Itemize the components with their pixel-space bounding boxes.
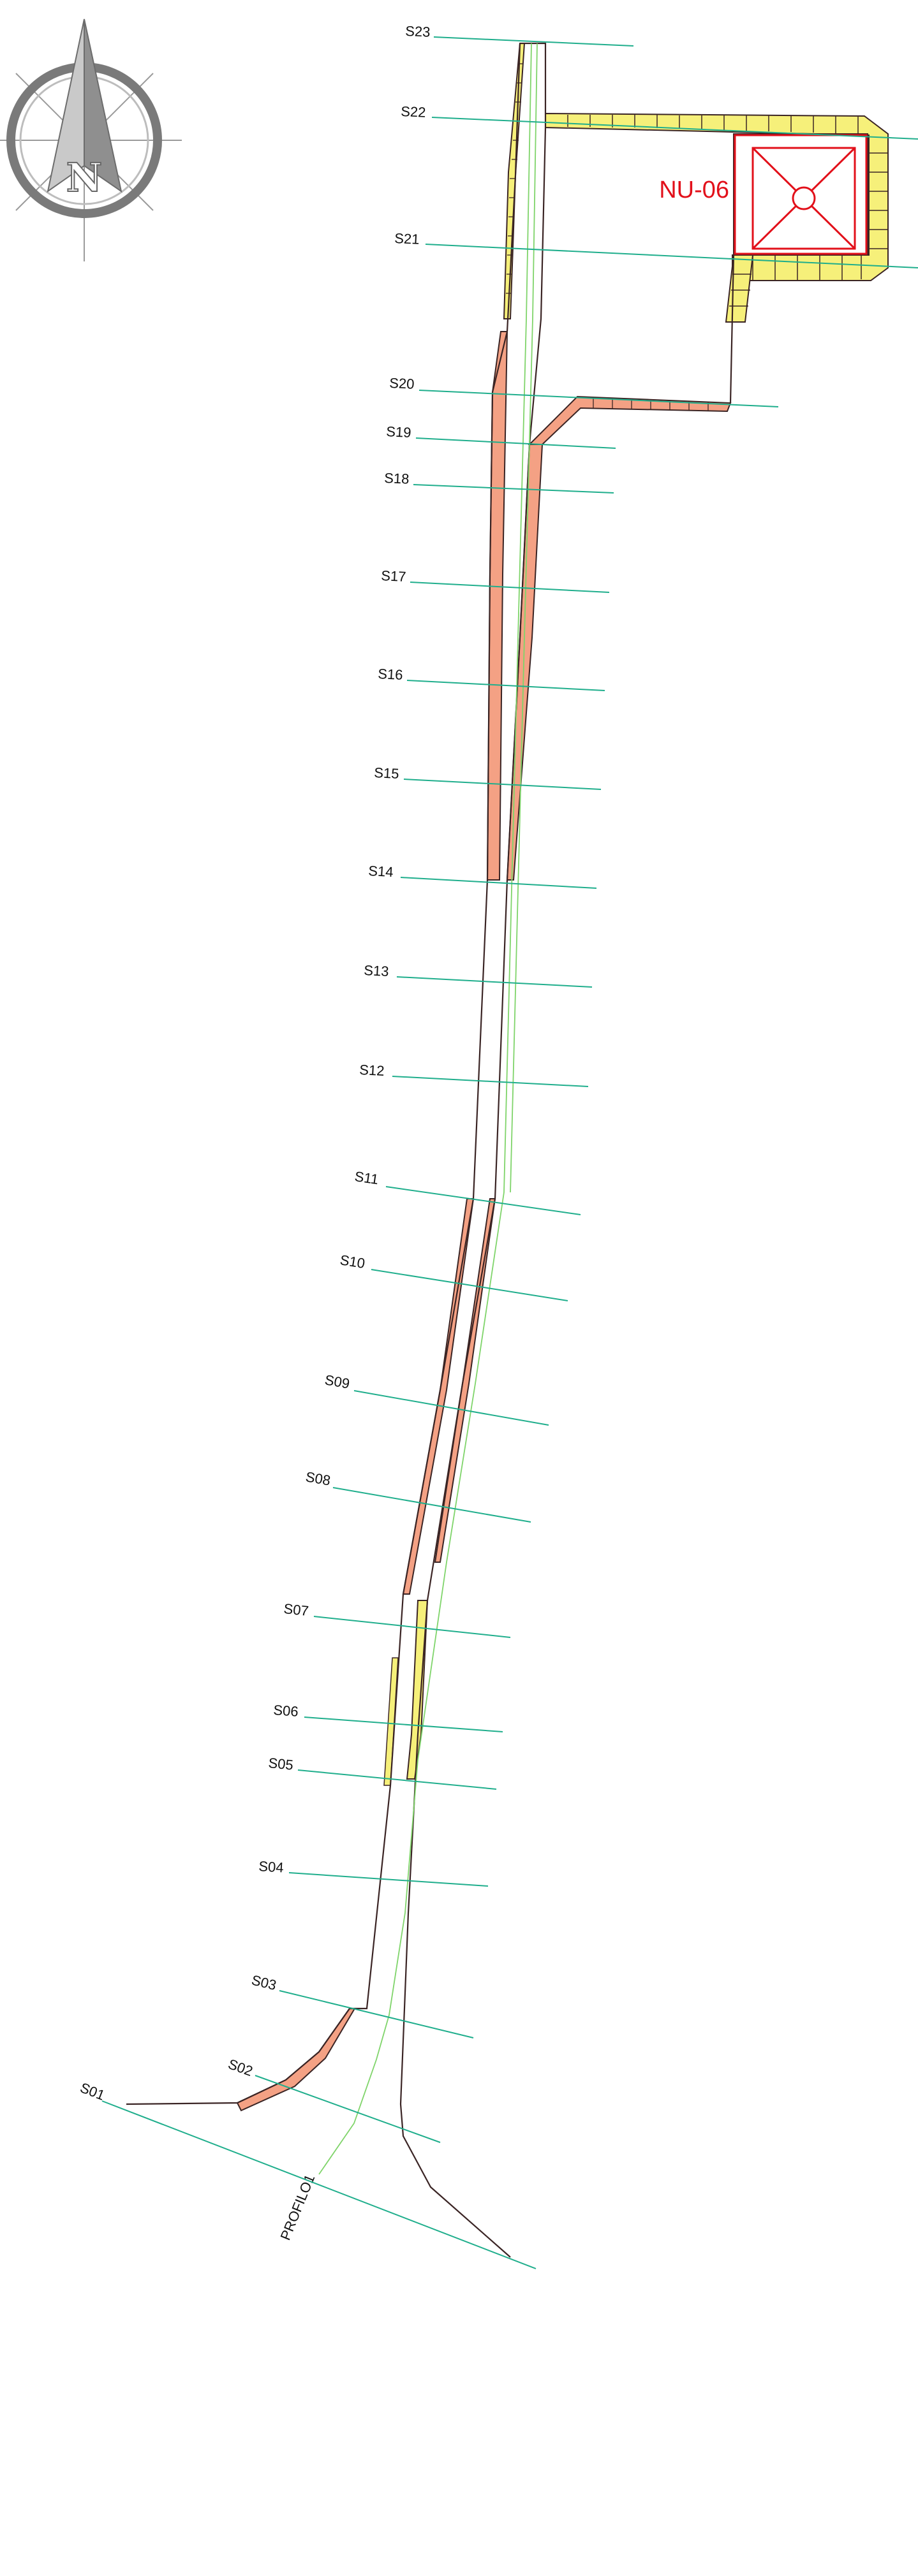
section-line-s16 — [406, 680, 605, 691]
profile-axis-line — [318, 43, 538, 2175]
section-line-s22 — [431, 117, 918, 140]
manhole-structure-icon — [734, 134, 868, 255]
section-label-s23: S23 — [405, 23, 431, 40]
section-label-s09: S09 — [323, 1372, 351, 1391]
section-line-s01 — [101, 2100, 537, 2269]
section-line-s21 — [425, 244, 918, 268]
section-label-s07: S07 — [283, 1600, 309, 1619]
section-line-s23 — [433, 36, 634, 47]
section-label-s11: S11 — [353, 1168, 380, 1187]
section-label-s15: S15 — [374, 765, 399, 782]
section-label-s06: S06 — [273, 1702, 299, 1720]
section-label-s03: S03 — [250, 1972, 278, 1994]
section-label-s22: S22 — [401, 103, 426, 121]
section-line-s04 — [288, 1872, 489, 1887]
section-line-s15 — [403, 779, 602, 790]
section-line-s12 — [392, 1076, 589, 1087]
section-label-s12: S12 — [359, 1062, 385, 1079]
section-line-s08 — [332, 1487, 531, 1523]
section-label-s17: S17 — [381, 567, 406, 585]
section-line-s11 — [385, 1186, 581, 1215]
section-line-s14 — [400, 877, 597, 889]
section-line-s07 — [313, 1616, 511, 1638]
north-letter: N — [66, 154, 103, 201]
channel-outline — [126, 42, 735, 2258]
section-label-s14: S14 — [368, 863, 394, 880]
section-lines: S23 S22 S21 S20 S19 S18 S17 S16 S15 S14 S13 S12 S11 S… — [78, 23, 918, 2269]
upper-yellow-embankment — [503, 43, 526, 319]
section-line-s02 — [255, 2075, 441, 2143]
section-label-s08: S08 — [304, 1468, 332, 1488]
red-channel-right — [506, 444, 544, 881]
section-line-s18 — [413, 484, 614, 494]
section-label-s21: S21 — [394, 230, 420, 247]
section-line-s10 — [371, 1269, 568, 1301]
section-line-s13 — [396, 976, 593, 988]
section-label-s20: S20 — [389, 375, 415, 392]
section-label-s10: S10 — [339, 1252, 366, 1271]
section-label-s16: S16 — [378, 666, 403, 683]
structure-label: NU-06 — [659, 177, 729, 203]
section-line-s06 — [304, 1716, 503, 1732]
nu06-embankment-area — [545, 112, 889, 323]
section-line-s20 — [418, 390, 779, 407]
compass-rose-icon: N — [0, 18, 182, 261]
section-line-s05 — [297, 1769, 497, 1790]
section-label-s13: S13 — [364, 962, 389, 979]
red-channel-lower — [402, 1198, 496, 1595]
section-label-s04: S04 — [258, 1858, 285, 1876]
section-label-s18: S18 — [384, 470, 410, 487]
section-label-s02: S02 — [226, 2056, 255, 2079]
section-label-s05: S05 — [268, 1755, 294, 1773]
section-line-s09 — [353, 1390, 549, 1426]
section-label-s01: S01 — [78, 2079, 107, 2103]
section-line-s03 — [279, 1990, 474, 2038]
section-line-s19 — [415, 437, 616, 449]
section-line-s17 — [410, 582, 610, 593]
section-label-s19: S19 — [386, 423, 411, 441]
